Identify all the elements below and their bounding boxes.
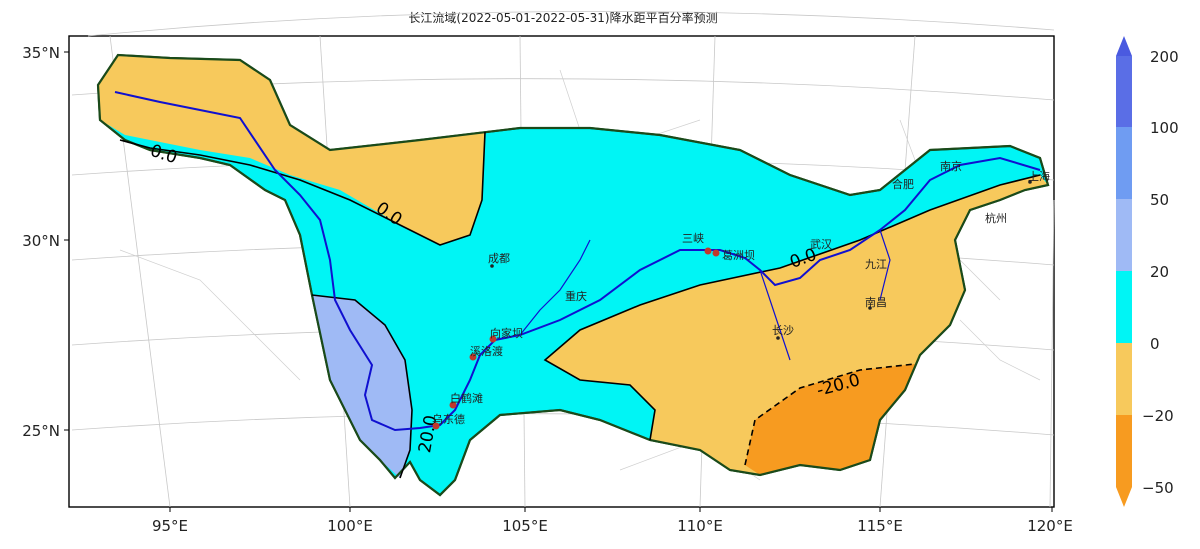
city-dot-nanchang — [868, 306, 872, 310]
x-tick-label: 120°E — [1027, 517, 1073, 535]
city-label-nanchang: 南昌 — [865, 296, 887, 309]
colorbar-bin — [1116, 56, 1132, 127]
city-label-gezhouba: 葛洲坝 — [722, 248, 755, 262]
station-marker-sanxia — [704, 247, 712, 255]
city-label-xiluodu: 溪洛渡 — [470, 344, 503, 358]
x-axis — [169, 507, 1053, 512]
x-tick-label: 105°E — [502, 517, 548, 535]
y-tick-label: 25°N — [22, 422, 60, 440]
station-markers — [432, 180, 1032, 430]
city-label-hangzhou: 杭州 — [985, 211, 1007, 225]
colorbar-bin — [1116, 127, 1132, 199]
contour-zero-east — [543, 174, 1041, 441]
city-label-sanxia: 三峡 — [682, 231, 704, 245]
x-axis-labels: 95°E 100°E 105°E 110°E 115°E 120°E — [152, 517, 1073, 535]
tributary-river — [519, 229, 891, 361]
colorbar-tick-label: 100 — [1150, 119, 1179, 137]
station-marker-xiluodu — [469, 353, 477, 361]
contour-neg20-south — [744, 363, 916, 466]
station-marker-wudongde — [432, 422, 440, 430]
y-axis-labels: 35°N 30°N 25°N — [22, 44, 60, 440]
city-label-wuhan: 武汉 — [810, 238, 832, 251]
city-label-hefei: 合肥 — [892, 177, 914, 191]
colorbar-tick-label: 20 — [1150, 263, 1169, 281]
colorbar-bottom-arrow — [1116, 487, 1132, 507]
station-marker-xiangjiaba — [489, 335, 497, 343]
city-dot-changsha — [776, 336, 780, 340]
colorbar-bin — [1116, 415, 1132, 487]
city-label-changsha: 长沙 — [772, 324, 794, 337]
x-tick-label: 110°E — [677, 517, 723, 535]
colorbar-top-arrow — [1116, 36, 1132, 56]
contour-lines — [119, 131, 1041, 479]
city-dot-chengdu — [490, 264, 494, 268]
city-label-chengdu: 成都 — [488, 252, 510, 265]
city-label-nanjing: 南京 — [940, 159, 962, 173]
colorbar-bin — [1116, 271, 1132, 343]
station-marker-baihetan — [449, 401, 457, 409]
station-marker-gezhouba — [712, 249, 720, 257]
x-tick-label: 95°E — [152, 517, 188, 535]
colorbar-tick-label: −20 — [1142, 407, 1174, 425]
y-tick-label: 30°N — [22, 232, 60, 250]
x-tick-label: 100°E — [327, 517, 373, 535]
region-neg-east — [545, 175, 1048, 475]
colorbar-bin — [1116, 343, 1132, 415]
colorbar-bin — [1116, 199, 1132, 271]
city-label-chongqing: 重庆 — [565, 289, 587, 303]
colorbar-tick-label: 200 — [1150, 48, 1179, 66]
city-label-shanghai: 上海 — [1028, 169, 1050, 183]
city-dot-shanghai — [1028, 180, 1032, 184]
contour-zero-northwest — [119, 131, 486, 246]
yangtze-river — [114, 91, 1041, 432]
x-tick-label: 115°E — [857, 517, 903, 535]
region-pos-southwest — [312, 295, 412, 478]
y-tick-label: 35°N — [22, 44, 60, 62]
colorbar-labels: 200 100 50 20 0 −20 −50 — [1142, 48, 1179, 497]
y-axis — [64, 51, 69, 431]
colorbar-tick-label: 0 — [1150, 335, 1160, 353]
contour-20-southwest — [311, 294, 413, 479]
colorbar — [1116, 36, 1132, 507]
city-label-wudongde: 乌东德 — [432, 412, 465, 426]
city-label-baihetan: 白鹤滩 — [450, 391, 483, 405]
colorbar-tick-label: 50 — [1150, 191, 1169, 209]
city-label-xiangjiaba: 向家坝 — [490, 326, 523, 340]
city-labels: 成都 三峡 葛洲坝 向家坝 溪洛渡 白鹤滩 乌东德 长沙 南昌 武汉 合肥 南京… — [432, 159, 1050, 426]
basin-outline — [96, 53, 1050, 497]
city-label-jiujiang: 九江 — [865, 258, 887, 271]
map-title: 长江流域(2022-05-01-2022-05-31)降水距平百分率预测 — [408, 10, 717, 25]
colorbar-tick-label: −50 — [1142, 479, 1174, 497]
region-neg-northwest — [98, 55, 485, 245]
